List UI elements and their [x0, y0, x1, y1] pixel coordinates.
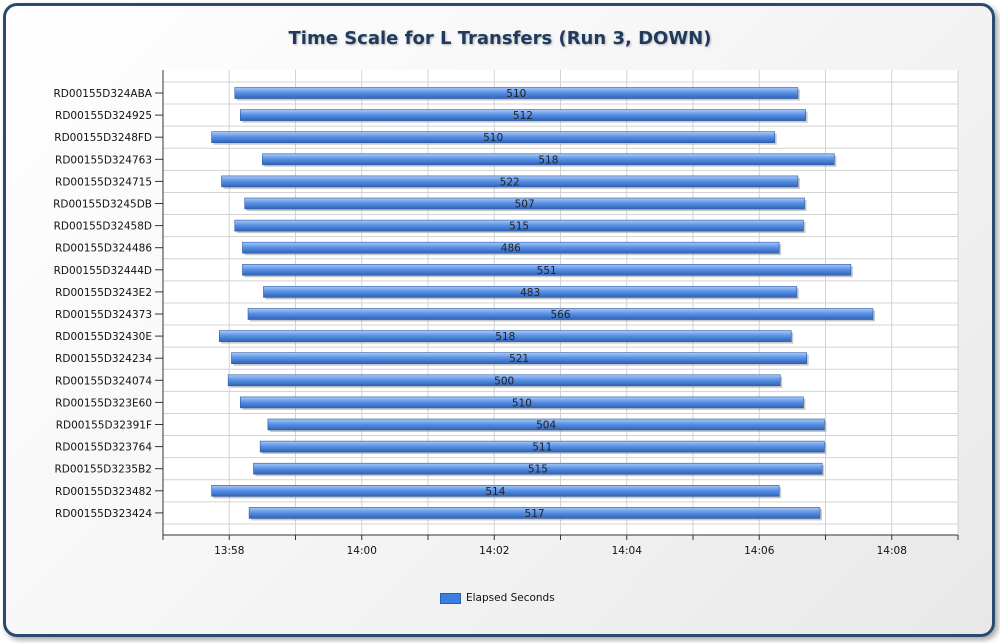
bar-value-label: 517 — [525, 508, 545, 520]
x-tick-label: 14:00 — [347, 545, 377, 557]
category-label: RD00155D324373 — [55, 309, 152, 321]
bars: 510 512 510 518 522 507 515 486 551 483 566 518 521 5… — [211, 87, 875, 521]
bar-value-label: 514 — [485, 486, 505, 498]
category-label: RD00155D324715 — [55, 176, 152, 188]
category-label: RD00155D32444D — [54, 265, 152, 277]
category-label: RD00155D323482 — [55, 486, 152, 498]
bar-value-label: 510 — [483, 132, 503, 144]
bar — [263, 286, 798, 298]
bar-value-label: 522 — [500, 176, 520, 188]
bar — [234, 219, 804, 232]
bar — [242, 263, 852, 276]
bar — [221, 175, 799, 188]
bar — [239, 109, 806, 121]
grid — [162, 70, 959, 535]
legend-label: Elapsed Seconds — [466, 592, 555, 604]
category-label: RD00155D324925 — [55, 110, 152, 122]
bar-value-label: 510 — [512, 397, 532, 409]
category-label: RD00155D323764 — [55, 442, 152, 454]
category-label: RD00155D3248FD — [54, 132, 152, 144]
bar — [259, 440, 825, 453]
legend-swatch — [440, 592, 461, 604]
category-label: RD00155D32391F — [56, 420, 152, 432]
bar-value-label: 483 — [520, 287, 540, 299]
category-label: RD00155D324234 — [55, 353, 152, 365]
bar — [262, 153, 835, 166]
bar — [211, 484, 780, 497]
bar-value-label: 551 — [537, 265, 557, 277]
category-label: RD00155D3245DB — [53, 199, 152, 211]
x-tick-label: 14:02 — [479, 545, 509, 557]
bar-value-label: 500 — [494, 375, 514, 387]
bar — [227, 374, 781, 387]
legend: Elapsed Seconds — [440, 592, 555, 604]
category-label: RD00155D324074 — [55, 375, 152, 387]
bar — [239, 396, 804, 409]
bar — [211, 131, 776, 143]
category-label: RD00155D324ABA — [54, 88, 153, 100]
x-tick-label: 14:06 — [744, 545, 775, 557]
bar-value-label: 518 — [538, 154, 558, 166]
bar-value-label: 518 — [495, 331, 515, 343]
chart-title: Time Scale for L Transfers (Run 3, DOWN) — [288, 28, 712, 49]
x-tick-label: 14:08 — [877, 545, 907, 557]
bar-value-label: 507 — [515, 199, 535, 211]
bar — [231, 352, 808, 365]
bar — [234, 87, 799, 99]
bar-value-label: 515 — [528, 464, 548, 476]
bar — [247, 308, 874, 320]
bar-value-label: 515 — [509, 221, 529, 233]
category-label: RD00155D3243E2 — [55, 287, 152, 299]
bar — [244, 197, 805, 210]
bar-value-label: 504 — [536, 420, 556, 432]
category-label: RD00155D32430E — [55, 331, 152, 343]
bar — [219, 330, 792, 342]
bar-value-label: 512 — [513, 110, 533, 122]
x-tick-label: 14:04 — [612, 545, 643, 557]
bar-value-label: 521 — [509, 353, 529, 365]
bar-value-label: 511 — [532, 442, 552, 454]
category-label: RD00155D323E60 — [55, 397, 152, 409]
bar — [267, 418, 825, 431]
category-label: RD00155D323424 — [55, 508, 152, 520]
bar — [253, 462, 823, 475]
bar-value-label: 510 — [506, 88, 526, 100]
category-label: RD00155D32458D — [54, 221, 152, 233]
category-label: RD00155D324486 — [55, 243, 152, 255]
bar-value-label: 486 — [501, 243, 521, 255]
bar — [248, 507, 821, 519]
category-label: RD00155D324763 — [55, 154, 152, 166]
bar-value-label: 566 — [550, 309, 570, 321]
category-label: RD00155D3235B2 — [55, 464, 152, 476]
bar — [242, 241, 780, 254]
x-tick-label: 13:58 — [214, 545, 244, 557]
axes: 13:58 14:00 14:02 14:04 14:06 14:08 RD00155D32… — [53, 70, 959, 557]
